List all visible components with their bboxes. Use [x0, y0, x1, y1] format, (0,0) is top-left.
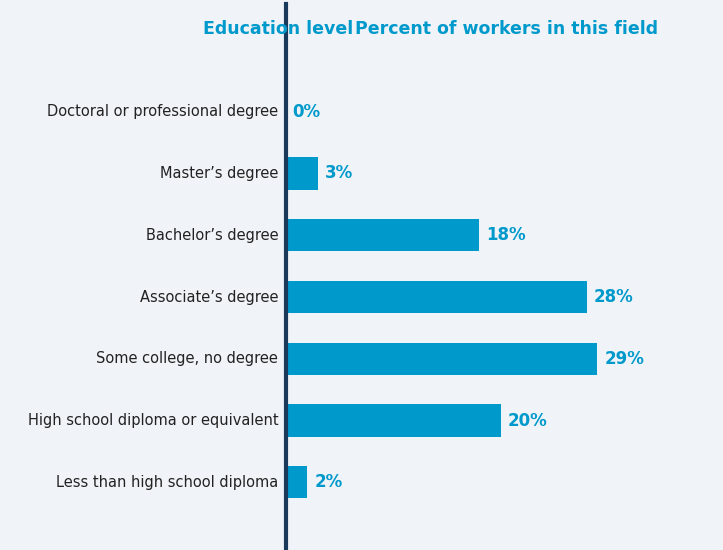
- Text: 2%: 2%: [315, 474, 343, 491]
- Bar: [286, 466, 307, 498]
- Text: 3%: 3%: [325, 164, 354, 183]
- Bar: [286, 404, 500, 437]
- Bar: [286, 343, 597, 375]
- Text: 0%: 0%: [292, 103, 320, 120]
- Bar: [286, 219, 479, 251]
- Text: Less than high school diploma: Less than high school diploma: [56, 475, 278, 490]
- Bar: [286, 281, 586, 313]
- Text: High school diploma or equivalent: High school diploma or equivalent: [27, 413, 278, 428]
- Text: Doctoral or professional degree: Doctoral or professional degree: [47, 104, 278, 119]
- Text: 18%: 18%: [487, 226, 526, 244]
- Text: 28%: 28%: [594, 288, 634, 306]
- Text: 29%: 29%: [605, 350, 645, 368]
- Text: Associate’s degree: Associate’s degree: [140, 289, 278, 305]
- Text: Education level: Education level: [203, 20, 354, 38]
- Text: Some college, no degree: Some college, no degree: [96, 351, 278, 366]
- Text: 20%: 20%: [508, 411, 548, 430]
- Text: Master’s degree: Master’s degree: [160, 166, 278, 181]
- Bar: [286, 157, 318, 190]
- Text: Percent of workers in this field: Percent of workers in this field: [354, 20, 658, 38]
- Text: Bachelor’s degree: Bachelor’s degree: [146, 228, 278, 243]
